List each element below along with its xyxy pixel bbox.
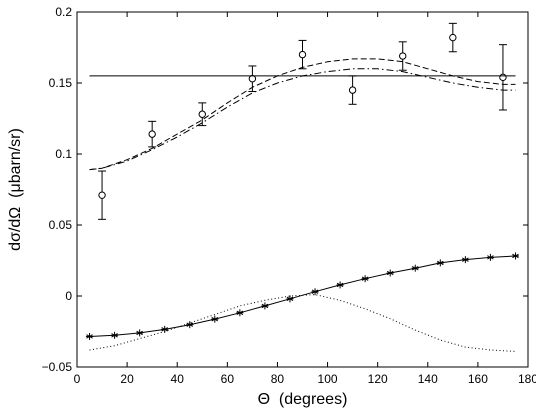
plot-frame [76, 11, 529, 368]
series-points-with-errorbars [98, 22, 507, 220]
x-tick-label: 20 [120, 372, 134, 386]
asterisk-marker [486, 253, 494, 261]
asterisk-marker [461, 256, 469, 264]
x-tick-label: 60 [221, 372, 235, 386]
data-point [198, 110, 206, 118]
asterisk-marker [136, 329, 144, 337]
data-point [449, 33, 457, 42]
y-tick-label: −0.05 [42, 360, 73, 374]
data-point [499, 73, 507, 82]
x-tick-label: 160 [468, 372, 488, 386]
y-tick-label: 0.1 [55, 147, 72, 161]
asterisk-marker [436, 259, 444, 267]
data-point [148, 130, 156, 138]
asterisk-marker [111, 331, 119, 339]
x-tick-label: 180 [518, 372, 536, 386]
x-tick-label: 100 [318, 372, 338, 386]
x-axis-label: Θ (degrees) [258, 391, 348, 408]
series-line [89, 255, 516, 337]
asterisk-marker [286, 295, 294, 303]
asterisk-marker [336, 281, 344, 289]
data-point [348, 86, 357, 94]
x-tick-label: 40 [171, 372, 185, 386]
asterisk-marker [261, 302, 269, 310]
series-dash-dot [89, 68, 516, 171]
y-tick-label: 0.15 [49, 76, 73, 90]
asterisk-marker [511, 252, 519, 260]
asterisk-marker [386, 269, 394, 277]
series-dashed [89, 58, 516, 171]
x-axis-ticks: 0 20 40 60 80 100 120 140 160 180 [74, 12, 536, 386]
y-axis-ticks: −0.05 0 0.05 0.1 0.15 0.2 [42, 5, 528, 374]
asterisk-marker [236, 309, 244, 317]
asterisk-marker [86, 332, 94, 340]
data-point [399, 52, 407, 60]
y-tick-label: 0.05 [49, 218, 73, 232]
x-tick-label: 120 [368, 372, 388, 386]
asterisk-marker [361, 275, 369, 283]
asterisk-marker [411, 264, 419, 272]
data-point [98, 191, 106, 199]
asterisk-marker [211, 315, 219, 323]
y-tick-label: 0 [65, 289, 72, 303]
y-tick-label: 0.2 [55, 5, 72, 19]
series-layer [86, 22, 519, 352]
data-point [248, 75, 257, 83]
asterisk-marker [186, 321, 194, 329]
data-point [298, 50, 307, 59]
x-tick-label: 0 [74, 372, 81, 386]
series-dotted [89, 294, 516, 352]
series-line [89, 294, 516, 352]
x-tick-label: 80 [271, 372, 285, 386]
asterisk-marker [311, 288, 319, 296]
y-axis-label: dσ/dΩ (μbarn/sr) [7, 128, 24, 251]
series-line [89, 58, 516, 171]
series-solid-with-markers [86, 252, 519, 340]
x-tick-label: 140 [418, 372, 438, 386]
series-line [89, 68, 516, 171]
